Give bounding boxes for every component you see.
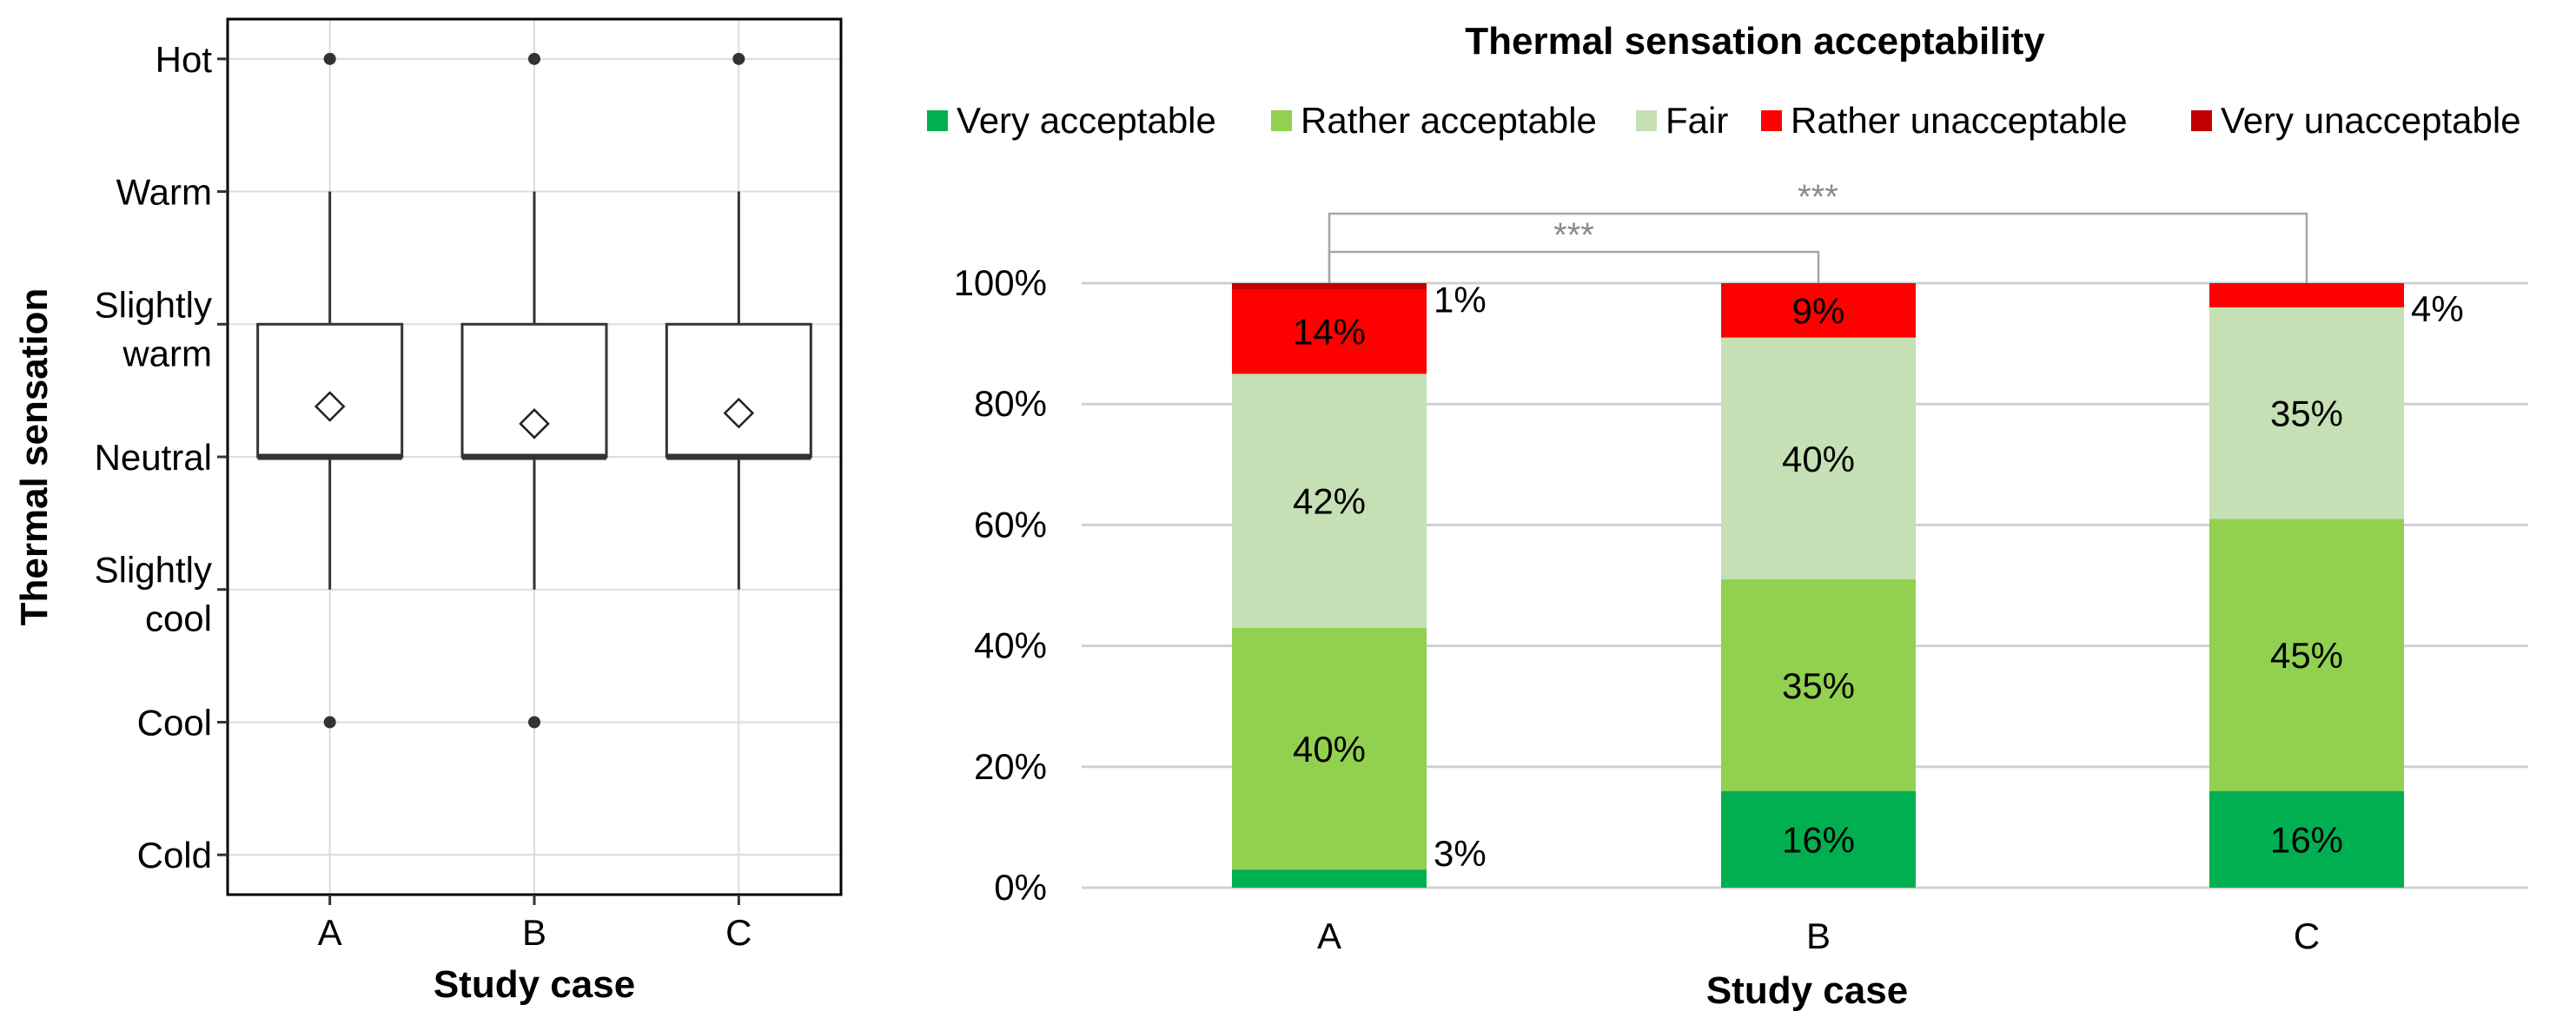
x-axis-title: Study case [1706,969,1908,1012]
y-tick-label: 60% [974,504,1047,545]
x-tick-label: A [318,912,342,953]
data-label: 45% [2270,635,2343,676]
data-label: 42% [1293,481,1366,522]
data-label: 40% [1782,439,1855,479]
legend-swatch [927,110,948,131]
x-tick-label: C [2294,915,2320,956]
data-label: 14% [1293,312,1366,353]
y-tick-label: Neutral [95,437,212,478]
mean-marker [314,391,346,422]
bar-segment [2209,283,2404,307]
significance-bracket [1328,212,2308,283]
bar-segment [1232,627,1427,870]
bar-segment [1721,337,1916,580]
bar-segment [2209,519,2404,791]
significance-bracket [1328,250,1820,283]
legend-label: Very unacceptable [2221,100,2521,141]
x-tick-label: C [725,912,752,953]
legend-label: Rather acceptable [1301,100,1597,141]
y-tick-label: Slightly [95,284,212,325]
y-tick-label: Cool [137,702,212,743]
chart-title: Thermal sensation acceptability [1465,20,2045,63]
legend-label: Very acceptable [957,100,1216,141]
data-label: 40% [1293,729,1366,770]
box-C [665,322,812,459]
legend-swatch [1271,110,1292,131]
x-tick-label: B [522,912,546,953]
legend-swatch [1636,110,1657,131]
y-axis-title: Thermal sensation [13,288,56,626]
y-tick-label: Hot [156,39,213,80]
data-label: 16% [2270,819,2343,860]
y-tick-label: Cold [137,835,212,876]
legend-swatch [1761,110,1782,131]
bar-segment [1721,790,1916,888]
bar-segment [2209,790,2404,888]
outlier-point [528,52,540,65]
data-label: 35% [1782,665,1855,706]
mean-marker [723,397,755,429]
data-label: 35% [2270,393,2343,434]
x-tick-label: B [1806,915,1831,956]
significance-label: *** [1798,178,1838,216]
data-label: 9% [1792,290,1845,331]
y-tick-label: 0% [994,867,1047,908]
legend-swatch [2191,110,2212,131]
data-label: 3% [1434,833,1487,874]
outlier-point [732,52,745,65]
outlier-point [323,52,336,65]
box-A [256,322,404,459]
legend-label: Fair [1665,100,1728,141]
y-tick-label: 100% [954,262,1047,303]
bar-segment [1232,373,1427,628]
stacked-bar-panel: Thermal sensation acceptability Very acce… [927,20,2528,1012]
data-label: 16% [1782,819,1855,860]
boxplot-panel: Hot Warm Slightly warm Neutral Slightly cool Co… [13,17,843,1006]
data-label: 1% [1434,279,1487,320]
y-tick-label: 80% [974,383,1047,424]
data-label: 4% [2411,288,2464,329]
bar-segment [1232,288,1427,374]
y-tick-label: warm [122,333,212,373]
y-tick-label: Warm [116,172,212,213]
y-tick-label: 40% [974,625,1047,666]
y-tick-label: cool [145,598,212,639]
x-axis-title: Study case [434,963,635,1006]
outlier-point [323,716,336,729]
y-tick-label: Slightly [95,550,212,591]
bar-segment [1232,283,1427,289]
mean-marker [519,408,550,439]
legend-label: Rather unacceptable [1791,100,2128,141]
y-tick-label: 20% [974,746,1047,787]
significance-label: *** [1553,216,1594,254]
bar-segment [1721,579,1916,791]
bar-segment [1232,869,1427,888]
bar-segment [2209,307,2404,519]
x-tick-label: A [1317,915,1341,956]
bar-segment [1721,283,1916,338]
outlier-point [528,716,540,729]
